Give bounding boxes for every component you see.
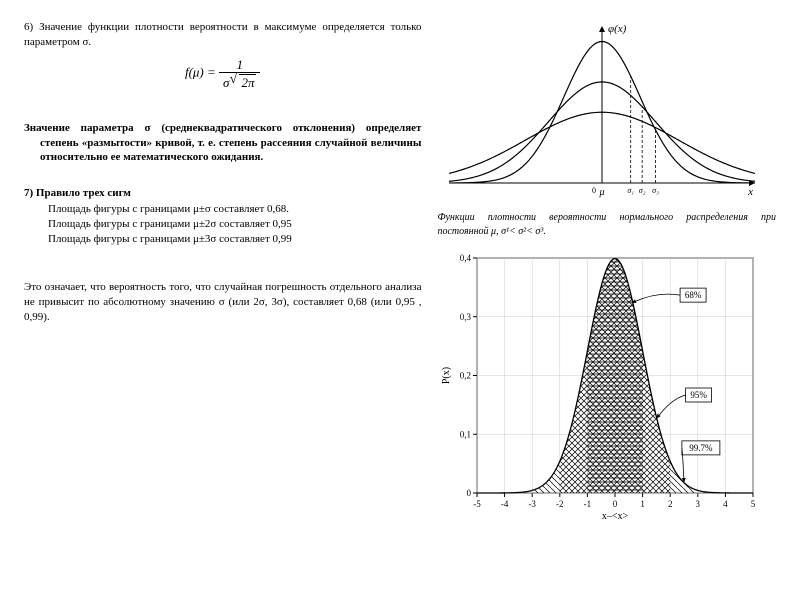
svg-text:68%: 68% [685,290,702,300]
three-sigma-lines: Площадь фигуры с границами μ±σ составляе… [24,203,421,245]
svg-text:x: x [748,186,754,198]
svg-text:99.7%: 99.7% [690,443,714,453]
svg-text:0,3: 0,3 [460,312,472,322]
chart-pdf-curves: σ₁ σ₂ σ₃ φ(x) x μ0 [437,20,776,205]
svg-text:0,2: 0,2 [460,371,471,381]
item-7: 7) Правило трех сигм Площадь фигуры с гр… [24,187,421,248]
svg-text:0,1: 0,1 [460,429,471,439]
svg-text:1: 1 [641,499,646,509]
svg-text:0: 0 [613,499,618,509]
svg-text:P(x): P(x) [441,367,452,384]
svg-text:0: 0 [467,488,472,498]
svg-text:-1: -1 [584,499,592,509]
item-6: 6) Значение функции плотности вероятност… [24,20,421,103]
svg-text:σ₃: σ₃ [653,186,660,195]
chart-three-sigma: -5 -4 -3 -2 -1 0 1 2 3 4 5 0 0,1 0,2 0,3 0,4 68% 95% 99.7%… [437,248,776,523]
formula: f(μ) = 1 σ√2π [24,58,421,89]
svg-text:σ₂: σ₂ [639,186,646,195]
svg-text:2: 2 [668,499,673,509]
chart1-caption: Функции плотности вероятности нормальног… [437,211,776,238]
svg-text:4: 4 [724,499,729,509]
item-7-title: 7) Правило трех сигм [24,187,131,199]
svg-text:95%: 95% [691,390,708,400]
svg-text:0,4: 0,4 [460,253,472,263]
svg-text:-4: -4 [501,499,509,509]
svg-text:-2: -2 [557,499,565,509]
svg-text:5: 5 [751,499,756,509]
svg-text:φ(x): φ(x) [608,23,627,35]
item-6-text: 6) Значение функции плотности вероятност… [24,20,421,50]
svg-text:3: 3 [696,499,701,509]
sigma-paragraph: Значение параметра σ (среднеквадратическ… [24,121,421,166]
svg-text:x–<x>: x–<x> [602,511,629,522]
svg-text:μ: μ [599,187,605,198]
svg-text:0: 0 [592,186,596,195]
svg-text:-3: -3 [529,499,537,509]
svg-text:-5: -5 [474,499,482,509]
meaning-paragraph: Это означает, что вероятность того, что … [24,266,421,325]
svg-text:σ₁: σ₁ [628,186,635,195]
